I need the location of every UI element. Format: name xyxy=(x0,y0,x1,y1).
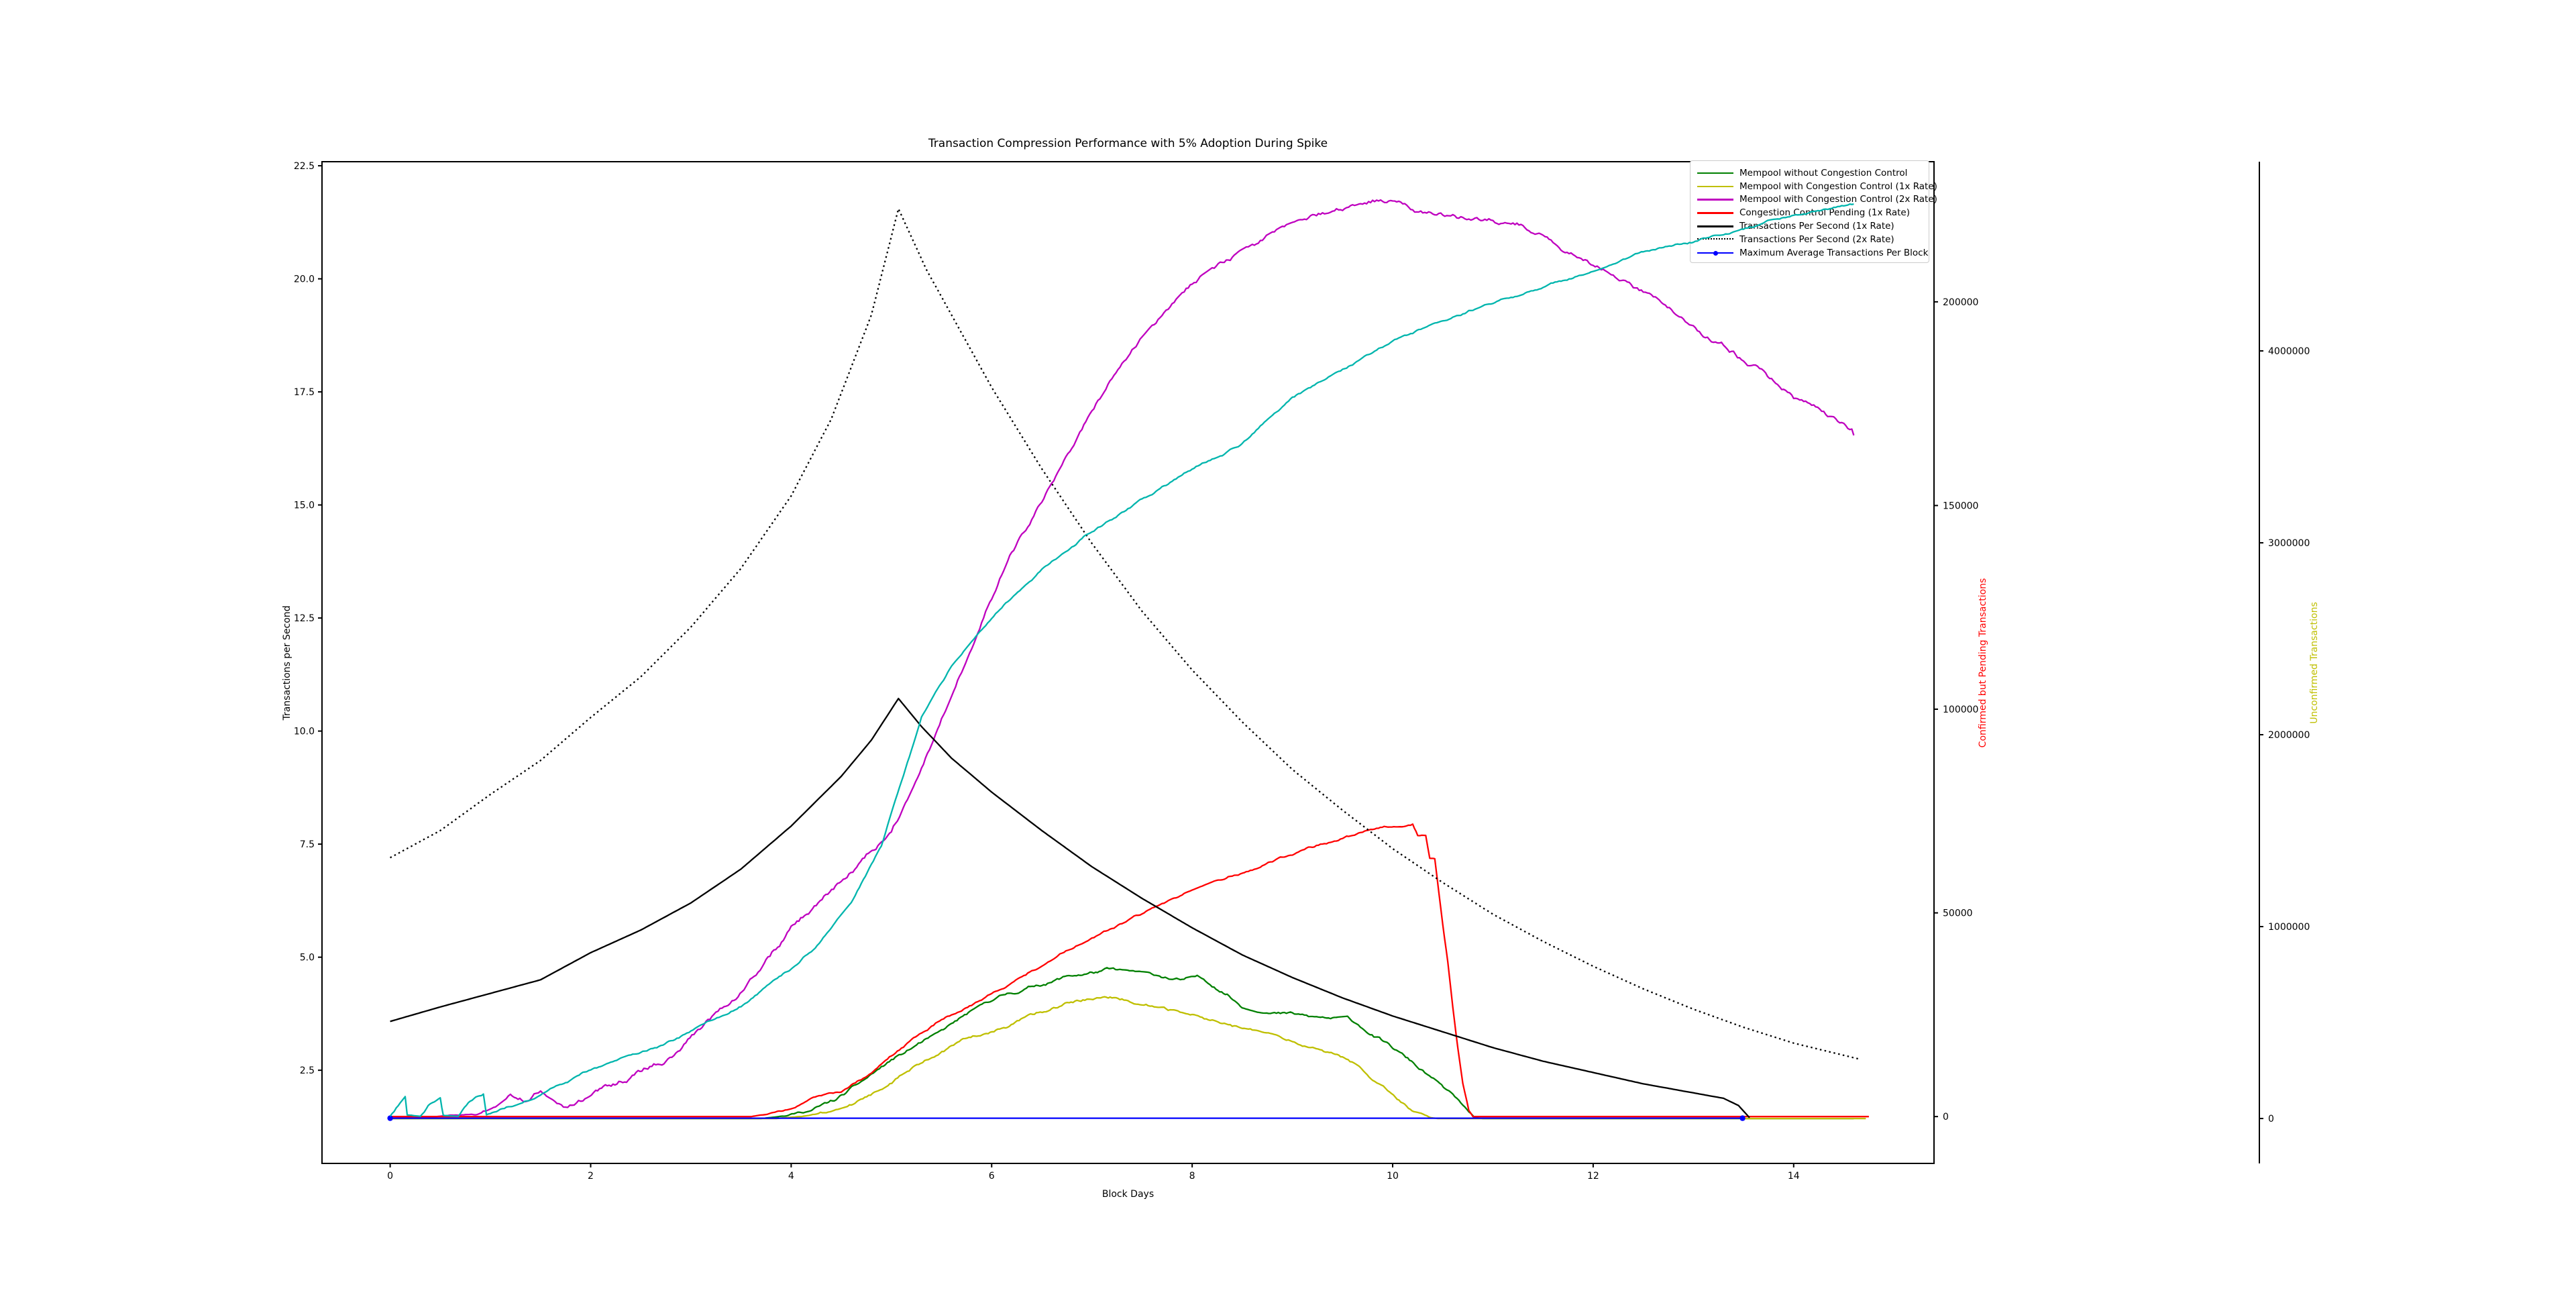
legend-item: Maximum Average Transactions Per Block xyxy=(1697,246,1928,260)
legend: Mempool without Congestion Control Mempoo… xyxy=(1690,160,1937,263)
chart-title: Transaction Compression Performance with… xyxy=(928,137,1328,150)
x-tick-label: 10 xyxy=(1387,1171,1399,1182)
legend-item: Mempool without Congestion Control xyxy=(1697,166,1923,180)
series-line-mempool-cc-2x xyxy=(390,199,1855,1119)
legend-item: Transactions Per Second (2x Rate) xyxy=(1697,233,1923,246)
y-tick-label-unconfirmed: 4000000 xyxy=(2268,346,2310,357)
y-tick-label-tps: 12.5 xyxy=(294,613,315,624)
y-tick-label-tps: 10.0 xyxy=(294,727,315,737)
legend-sample-cc-pending-1x xyxy=(1697,210,1733,215)
legend-label: Mempool with Congestion Control (2x Rate… xyxy=(1739,194,1937,205)
plot-border xyxy=(321,161,1935,1164)
y-tick-label-tps: 2.5 xyxy=(300,1065,315,1076)
x-tick-label: 12 xyxy=(1587,1171,1599,1182)
legend-item: Congestion Control Pending (1x Rate) xyxy=(1697,206,1923,219)
series-marker-max-avg-tx-per-block xyxy=(387,1115,393,1121)
legend-sample-mempool-cc-2x xyxy=(1697,197,1733,202)
x-tick-label: 8 xyxy=(1189,1171,1195,1182)
legend-sample-mempool-cc-1x xyxy=(1697,184,1733,189)
legend-label: Maximum Average Transactions Per Block xyxy=(1739,247,1929,258)
series-line-unlabeled-cyan xyxy=(389,203,1854,1117)
legend-sample-mempool-no-cc xyxy=(1697,170,1733,176)
y-tick-label-tps: 7.5 xyxy=(300,839,315,850)
x-axis-label: Block Days xyxy=(1102,1189,1155,1200)
legend-item: Mempool with Congestion Control (1x Rate… xyxy=(1697,180,1937,193)
y-tick-label-unconfirmed: 0 xyxy=(2268,1114,2274,1125)
legend-item: Mempool with Congestion Control (2x Rate… xyxy=(1697,193,1937,207)
x-tick-label: 6 xyxy=(989,1171,995,1182)
series-marker-max-avg-tx-per-block xyxy=(1739,1115,1746,1121)
legend-label: Transactions Per Second (2x Rate) xyxy=(1739,233,1894,245)
y-tick-label-pending: 50000 xyxy=(1943,908,1973,919)
y-tick-label-unconfirmed: 3000000 xyxy=(2268,538,2310,549)
legend-label: Mempool with Congestion Control (1x Rate… xyxy=(1739,180,1937,192)
legend-sample-max-avg-tx-per-block xyxy=(1697,250,1733,256)
series-line-cc-pending-1x xyxy=(390,823,1869,1118)
legend-sample-tps-2x xyxy=(1697,237,1733,242)
y-tick-label-unconfirmed: 1000000 xyxy=(2268,922,2310,933)
legend-label: Transactions Per Second (1x Rate) xyxy=(1739,221,1894,232)
legend-label: Mempool without Congestion Control xyxy=(1739,167,1908,178)
y-tick-label-pending: 150000 xyxy=(1943,501,1978,511)
x-tick-label: 14 xyxy=(1788,1171,1800,1182)
series-line-tps-1x xyxy=(390,697,1750,1118)
y-tick-label-pending: 200000 xyxy=(1943,297,1978,308)
y-tick-label-tps: 17.5 xyxy=(294,387,315,398)
x-tick-label: 0 xyxy=(387,1171,393,1182)
y-tick-label-unconfirmed: 2000000 xyxy=(2268,730,2310,741)
legend-sample-tps-1x xyxy=(1697,223,1733,229)
y-tick-label-tps: 15.0 xyxy=(294,501,315,511)
x-tick-label: 2 xyxy=(588,1171,594,1182)
legend-label: Congestion Control Pending (1x Rate) xyxy=(1739,207,1911,219)
y-tick-label-pending: 0 xyxy=(1943,1112,1949,1122)
y-tick-label-tps: 5.0 xyxy=(300,953,315,963)
legend-item: Transactions Per Second (1x Rate) xyxy=(1697,219,1923,233)
x-tick-label: 4 xyxy=(788,1171,794,1182)
y-tick-label-tps: 22.5 xyxy=(294,161,315,172)
y-tick-label-pending: 100000 xyxy=(1943,704,1978,715)
y-tick-label-tps: 20.0 xyxy=(294,274,315,285)
